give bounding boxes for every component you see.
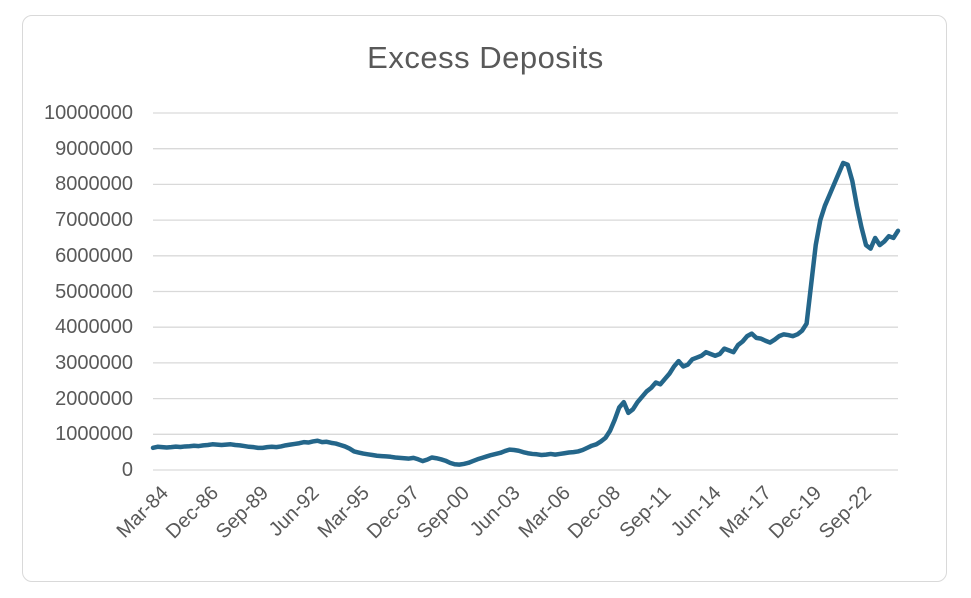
y-axis-tick-label: 8000000: [55, 173, 133, 196]
y-axis-tick-label: 7000000: [55, 209, 133, 232]
y-axis-tick-label: 4000000: [55, 316, 133, 339]
y-axis-tick-label: 10000000: [44, 102, 133, 124]
series-line: [150, 160, 901, 467]
chart-title: Excess Deposits: [367, 40, 604, 75]
y-axis-tick-label: 6000000: [55, 244, 133, 267]
y-axis-tick-label: 3000000: [55, 351, 133, 374]
y-axis-tick-label: 1000000: [55, 423, 133, 446]
y-axis-tick-label: 0: [121, 459, 133, 481]
chart-frame: [22, 15, 947, 582]
y-axis-tick-label: 2000000: [55, 387, 133, 410]
y-axis-tick-label: 5000000: [55, 280, 133, 303]
y-axis-tick-label: 9000000: [55, 137, 133, 160]
